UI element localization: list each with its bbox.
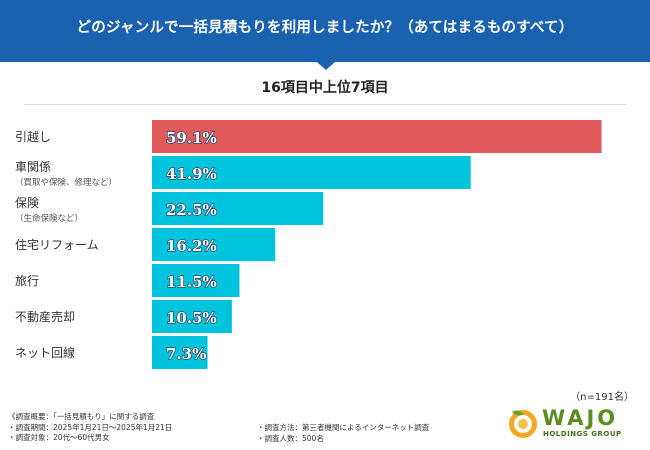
logo-mark-icon bbox=[509, 410, 537, 438]
category-label-4: 住宅リフォーム bbox=[15, 237, 99, 252]
value-label-7: 7.3% bbox=[166, 345, 206, 363]
survey-method: ・調査方法：第三者機関によるインターネット調査 bbox=[257, 423, 430, 432]
question-title: どのジャンルで一括見積もりを利用しましたか？（あてはまるものすべて） bbox=[76, 20, 574, 36]
survey-period: ・調査期間：2025年1月21日～2025年1月21日 bbox=[8, 422, 173, 432]
value-label-6: 10.5% bbox=[166, 309, 217, 327]
category-label-3: 保険 bbox=[15, 196, 39, 210]
category-label-7: ネット回線 bbox=[15, 345, 75, 360]
category-note-2: （買取や保険、修理など） bbox=[15, 177, 117, 188]
survey-summary-right: ・調査方法：第三者機関によるインターネット調査 ・調査人数：500名 bbox=[257, 423, 429, 444]
bar-6 bbox=[152, 300, 232, 333]
logo-text: WAJO bbox=[542, 406, 619, 430]
header-notch bbox=[317, 62, 335, 70]
survey-count: ・調査人数：500名 bbox=[257, 433, 324, 443]
wajo-logo: WAJO HOLDINGS GROUP bbox=[506, 404, 636, 444]
value-label-4: 16.2% bbox=[166, 237, 217, 255]
category-label-2: 車関係 bbox=[15, 160, 51, 174]
value-label-3: 22.5% bbox=[166, 201, 217, 219]
divider-line bbox=[24, 104, 626, 105]
survey-summary-left: 《調査概要：「一括見積もり」に関する調査 ・調査期間：2025年1月21日～20… bbox=[8, 412, 172, 444]
value-label-5: 11.5% bbox=[166, 273, 217, 291]
survey-target: ・調査対象：20代～60代男女 bbox=[8, 433, 110, 442]
bar-1 bbox=[152, 120, 602, 153]
category-note-3: （生命保険など） bbox=[15, 213, 83, 224]
bar-5 bbox=[152, 264, 240, 297]
bar-chart: 引越し 59.1% 車関係 （買取や保険、修理など） 41.9% 保険 （生命保険など） 22… bbox=[15, 120, 602, 369]
value-label-2: 41.9% bbox=[166, 165, 217, 183]
category-label-1: 引越し bbox=[15, 130, 51, 144]
chart-subtitle: 16項目中上位7項目 bbox=[261, 80, 389, 96]
category-label-5: 旅行 bbox=[15, 274, 39, 288]
bar-2 bbox=[152, 156, 471, 189]
bar-4 bbox=[152, 228, 276, 261]
sample-size: （n=191名） bbox=[570, 392, 634, 403]
bar-7 bbox=[152, 336, 208, 369]
bar-3 bbox=[152, 192, 324, 225]
value-label-1: 59.1% bbox=[166, 129, 217, 147]
category-label-6: 不動産売却 bbox=[15, 309, 75, 324]
survey-title: 《調査概要：「一括見積もり」に関する調査 bbox=[8, 412, 155, 421]
logo-subtext: HOLDINGS GROUP bbox=[543, 430, 622, 438]
header-banner: どのジャンルで一括見積もりを利用しましたか？（あてはまるものすべて） bbox=[0, 0, 650, 62]
